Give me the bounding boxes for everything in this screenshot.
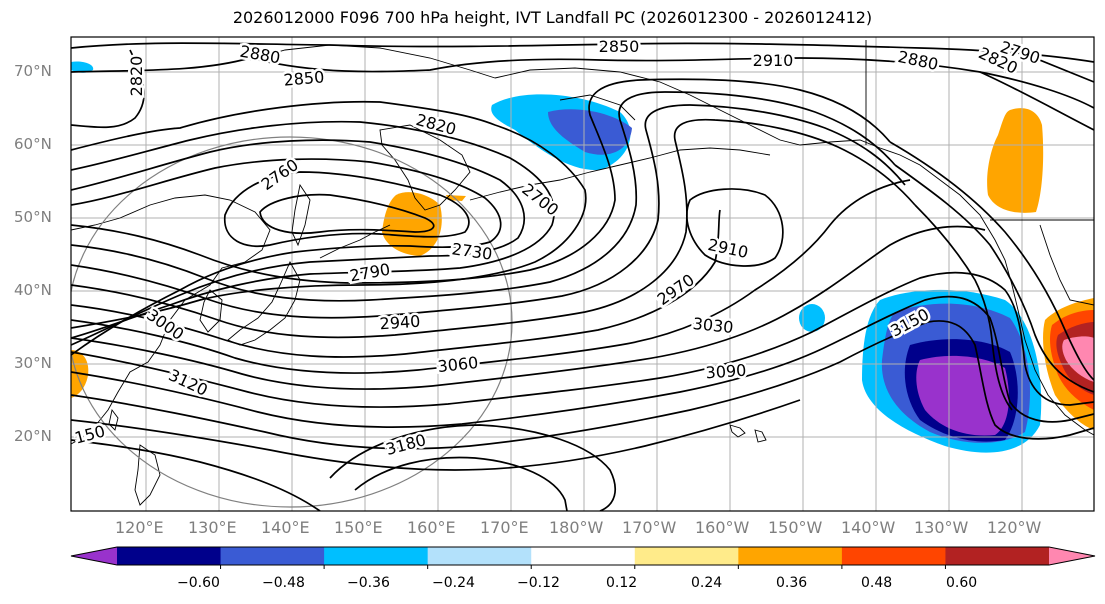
contour-label: 3060: [437, 353, 479, 376]
colorbar-swatch: [324, 547, 429, 565]
colorbar-swatch: [945, 547, 1050, 565]
colorbar-tick-label: −0.60: [177, 575, 220, 591]
colorbar: [70, 546, 1096, 569]
coastlines: [71, 40, 1094, 506]
colorbar-tick-label: −0.24: [432, 575, 475, 591]
colorbar-tick-label: 0.36: [776, 575, 808, 591]
lon-label: 130°W: [914, 518, 969, 537]
contour-label: 2700: [518, 180, 562, 220]
colorbar-tick-label: 0.24: [691, 575, 723, 591]
graticule: [71, 37, 1094, 511]
colorbar-extend-low: [71, 547, 117, 565]
range-ring: [71, 136, 513, 508]
lat-label: 70°N: [14, 62, 52, 80]
colorbar-swatch: [117, 547, 222, 565]
lon-label: 120°W: [987, 518, 1042, 537]
colorbar-swatch: [531, 547, 636, 565]
colorbar-swatch: [841, 547, 946, 565]
lat-label: 40°N: [14, 281, 52, 299]
colorbar-tick-label: −0.36: [347, 575, 390, 591]
contour-label: 2790: [348, 260, 391, 286]
colorbar-tick-label: 0.12: [606, 575, 638, 591]
colorbar-tick-label: −0.48: [262, 575, 305, 591]
colorbar-swatch: [738, 547, 843, 565]
colorbar-swatch: [220, 547, 325, 565]
contour-label: 2850: [599, 37, 640, 56]
contour-label: 3180: [384, 430, 428, 459]
lon-label: 130°E: [188, 518, 237, 537]
anomaly-shading: [71, 61, 1094, 453]
lat-label: 20°N: [14, 427, 52, 445]
lon-label: 120°E: [115, 518, 164, 537]
colorbar-tick-label: 0.60: [946, 575, 978, 591]
contour-label: 2910: [753, 51, 794, 70]
contour-label: 2940: [379, 312, 421, 334]
contour-label: 2850: [283, 67, 325, 89]
height-contours: [71, 42, 1094, 511]
lon-label: 180°W: [549, 518, 604, 537]
lon-label: 170°W: [622, 518, 677, 537]
lat-label: 50°N: [14, 208, 52, 226]
colorbar-outline: [70, 546, 1096, 566]
colorbar-tick-label: 0.48: [861, 575, 893, 591]
contour-label: 2880: [896, 47, 940, 74]
map-title: 2026012000 F096 700 hPa height, IVT Land…: [232, 8, 873, 27]
contour-label: 3090: [705, 361, 747, 383]
lat-label: 30°N: [14, 354, 52, 372]
lon-label: 150°W: [768, 518, 823, 537]
map-frame: [70, 36, 1095, 512]
colorbar-tick-label: −0.12: [517, 575, 560, 591]
contour-label: 2910: [706, 235, 750, 262]
colorbar-swatch: [427, 547, 532, 565]
lon-label: 160°E: [407, 518, 456, 537]
lon-label: 140°W: [841, 518, 896, 537]
lon-label: 140°E: [261, 518, 310, 537]
lon-label: 160°W: [695, 518, 750, 537]
contour-label: 2820: [127, 56, 146, 97]
colorbar-extend-high: [1049, 547, 1095, 565]
lon-label: 150°E: [334, 518, 383, 537]
contour-label: 2730: [451, 239, 494, 263]
contour-label: 2880: [238, 42, 281, 68]
colorbar-swatch: [634, 547, 739, 565]
lon-label: 170°E: [480, 518, 529, 537]
contour-label: 3030: [692, 314, 734, 337]
lat-label: 60°N: [14, 135, 52, 153]
